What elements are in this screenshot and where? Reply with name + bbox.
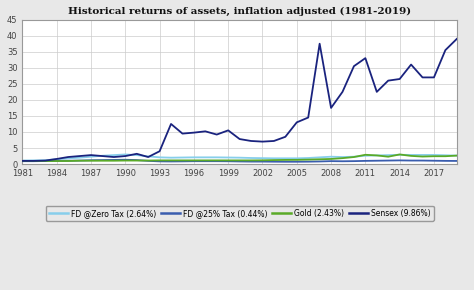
Title: Historical returns of assets, inflation adjusted (1981-2019): Historical returns of assets, inflation … bbox=[68, 7, 411, 16]
Legend: FD @Zero Tax (2.64%), FD @25% Tax (0.44%), Gold (2.43%), Sensex (9.86%): FD @Zero Tax (2.64%), FD @25% Tax (0.44%… bbox=[46, 206, 434, 221]
